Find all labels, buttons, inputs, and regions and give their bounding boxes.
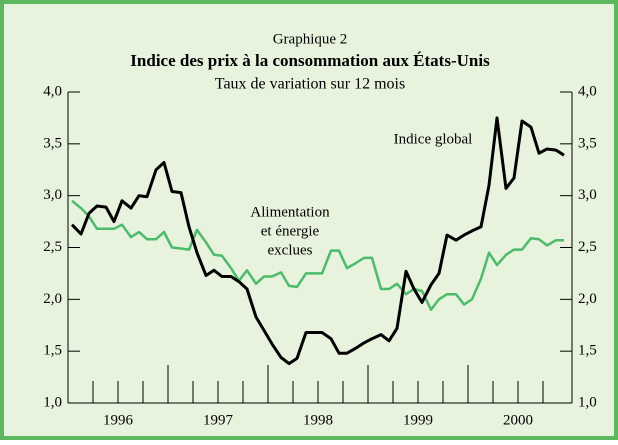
y-tick-label: 1,5 — [43, 343, 62, 359]
chart-title: Graphique 2 — [273, 31, 348, 47]
annotation: Alimentation — [250, 204, 330, 220]
y2-tick-label: 4,0 — [578, 83, 597, 99]
x-tick-label: 1999 — [403, 412, 433, 428]
y2-tick-label: 1,0 — [578, 394, 597, 410]
y-tick-label: 3,0 — [43, 187, 62, 203]
annotation: Indice global — [394, 131, 473, 147]
x-tick-label: 2000 — [503, 412, 533, 428]
y2-tick-label: 3,0 — [578, 187, 597, 203]
y2-tick-label: 3,5 — [578, 135, 597, 151]
y-tick-label: 4,0 — [43, 83, 62, 99]
y2-tick-label: 2,0 — [578, 291, 597, 307]
series-line — [71, 199, 564, 311]
x-tick-label: 1998 — [303, 412, 333, 428]
annotation: exclues — [268, 242, 313, 258]
y2-tick-label: 1,5 — [578, 343, 597, 359]
chart-subtitle2: Taux de variation sur 12 mois — [215, 76, 405, 93]
x-tick-label: 1996 — [103, 412, 134, 428]
x-tick-label: 1997 — [203, 412, 234, 428]
y2-tick-label: 2,5 — [578, 239, 597, 255]
y-tick-label: 1,0 — [43, 394, 62, 410]
y-tick-label: 2,0 — [43, 291, 62, 307]
annotation: et énergie — [261, 223, 320, 239]
series-line — [70, 116, 565, 366]
chart-subtitle: Indice des prix à la consommation aux Ét… — [130, 51, 490, 70]
y-tick-label: 3,5 — [43, 135, 62, 151]
y-tick-label: 2,5 — [43, 239, 62, 255]
